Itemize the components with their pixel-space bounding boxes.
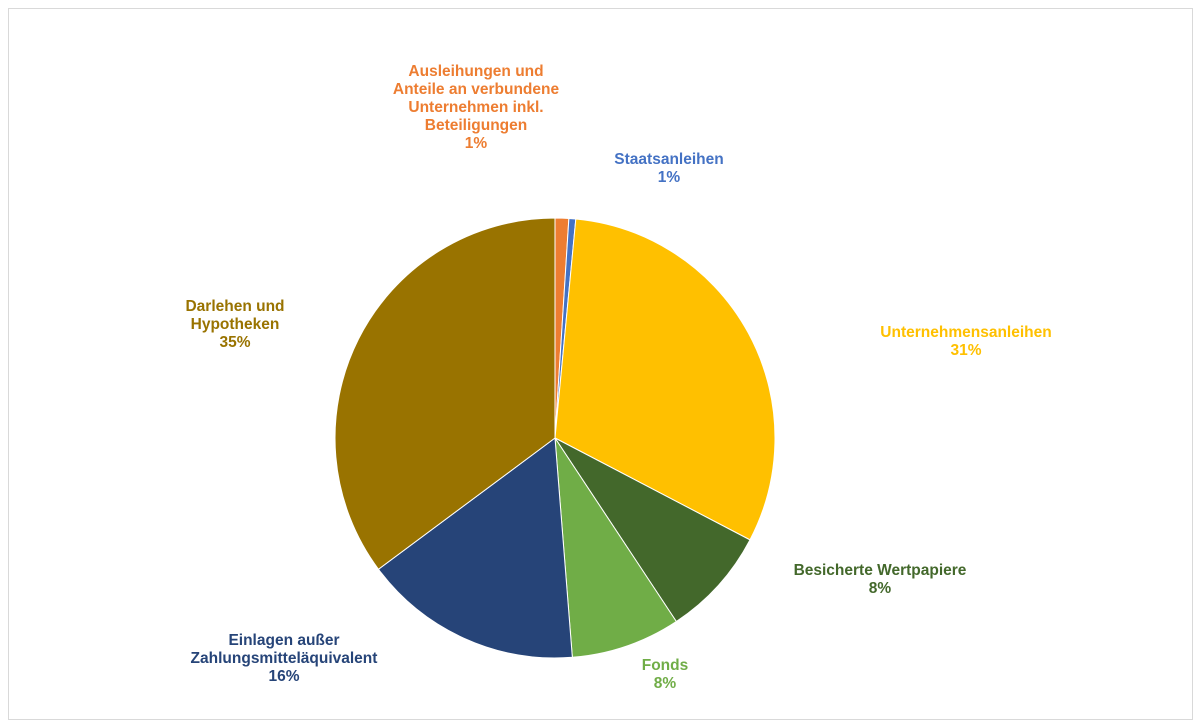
- data-label-percent: 35%: [219, 334, 250, 351]
- data-label-line: Besicherte Wertpapiere: [794, 562, 967, 579]
- data-label-percent: 16%: [268, 668, 299, 685]
- pie-slices: [334, 217, 776, 659]
- data-label-staatsanleihen: Staatsanleihen 1%: [614, 151, 723, 186]
- pie-slice-einlagen-ausser-zahlungsmittelaequivalent: [377, 437, 573, 659]
- data-label-darlehen-und-hypotheken: Darlehen und Hypotheken 35%: [185, 298, 284, 351]
- pie-labels: Ausleihungen und Anteile an verbundene Unt…: [185, 63, 1051, 692]
- data-label-unternehmensanleihen: Unternehmensanleihen 31%: [880, 324, 1051, 359]
- pie-slice-darlehen-und-hypotheken: [334, 217, 556, 570]
- pie-chart: Ausleihungen und Anteile an verbundene Unt…: [185, 63, 1051, 692]
- chart-area: Ausleihungen und Anteile an verbundene Unt…: [8, 8, 1193, 720]
- data-label-line: Hypotheken: [191, 316, 280, 333]
- data-label-line: Unternehmen inkl.: [408, 99, 543, 116]
- data-label-line: Darlehen und: [185, 298, 284, 315]
- data-label-percent: 1%: [465, 135, 488, 152]
- data-label-percent: 1%: [658, 169, 681, 186]
- data-label-ausleihungen-und-anteile-an-verbundene-unternehmen-inkl-beteiligungen: Ausleihungen und Anteile an verbundene Unt…: [393, 63, 560, 152]
- pie-slice-fonds: [554, 437, 678, 658]
- data-label-fonds: Fonds 8%: [642, 657, 689, 692]
- data-label-line: Fonds: [642, 657, 689, 674]
- data-label-line: Unternehmensanleihen: [880, 324, 1051, 341]
- data-label-line: Zahlungsmitteläquivalent: [191, 650, 378, 667]
- data-label-einlagen-ausser-zahlungsmittelaequivalent: Einlagen außer Zahlungsmitteläquivalent 16…: [191, 632, 378, 685]
- data-label-besicherte-wertpapiere: Besicherte Wertpapiere 8%: [794, 562, 967, 597]
- data-label-line: Beteiligungen: [425, 117, 527, 134]
- data-label-line: Einlagen außer: [228, 632, 339, 649]
- data-label-percent: 8%: [654, 675, 677, 692]
- data-label-line: Staatsanleihen: [614, 151, 723, 168]
- data-label-percent: 8%: [869, 580, 892, 597]
- pie-slice-besicherte-wertpapiere: [554, 437, 751, 623]
- pie-slice-unternehmensanleihen: [554, 218, 776, 541]
- data-label-percent: 31%: [950, 342, 981, 359]
- data-label-line: Anteile an verbundene: [393, 81, 560, 98]
- data-label-line: Ausleihungen und: [408, 63, 543, 80]
